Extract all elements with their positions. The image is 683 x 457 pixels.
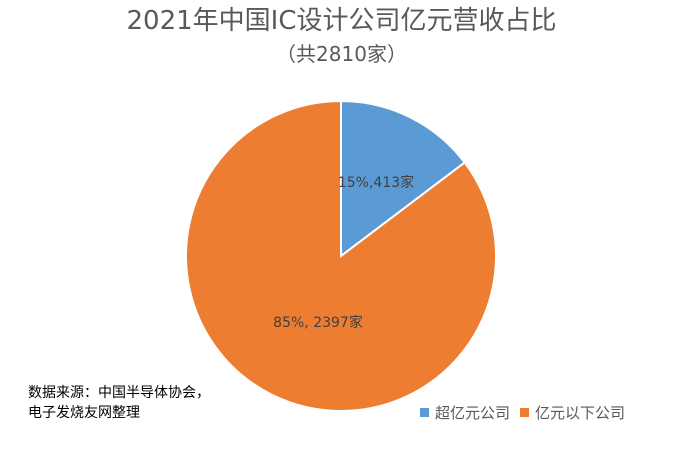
slice-data-label-1: 85%, 2397家 [273,314,363,331]
chart-subtitle: （共2810家） [276,42,407,66]
source-note-line-1: 数据来源：中国半导体协会， [28,385,210,401]
legend-item-0: 超亿元公司 [420,402,510,423]
pie-slice-1 [185,99,497,412]
source-note: 数据来源：中国半导体协会， 电子发烧友网整理 [28,383,210,423]
pie-slice-0 [340,99,467,259]
slice-data-label-0: 15%,413家 [338,174,414,191]
legend-label-0: 超亿元公司 [435,404,511,422]
source-note-line-2: 电子发烧友网整理 [28,405,140,421]
chart-title: 2021年中国IC设计公司亿元营收占比 [126,6,557,36]
legend-swatch-1 [520,408,530,417]
legend-item-1: 亿元以下公司 [520,402,625,423]
legend-swatch-0 [420,408,429,417]
legend-label-1: 亿元以下公司 [535,404,626,422]
chart-legend: 超亿元公司 亿元以下公司 [420,402,635,423]
